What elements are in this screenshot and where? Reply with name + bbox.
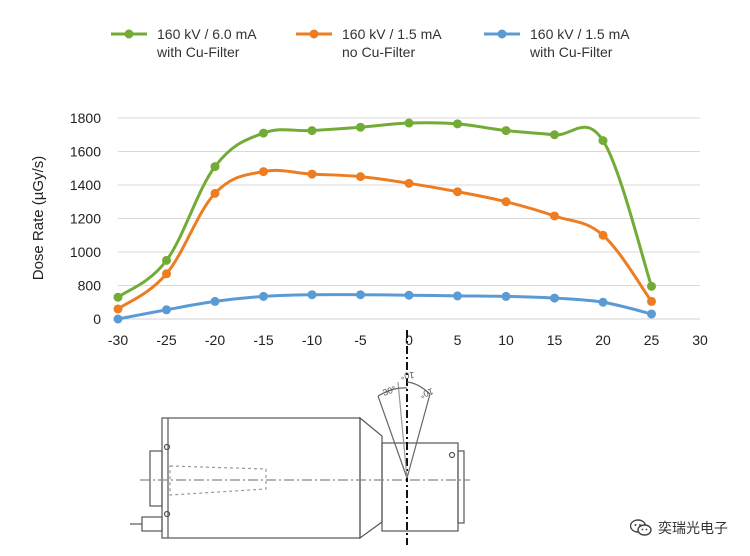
watermark-text: 奕瑞光电子 [658, 520, 728, 536]
legend: 160 kV / 6.0 mA with Cu-Filter 160 kV / 1.… [111, 26, 630, 60]
beam-edge-right [406, 393, 431, 479]
data-point [113, 314, 123, 324]
y-tick-label: 1000 [70, 244, 101, 260]
legend-label-line1: 160 kV / 1.5 mA [342, 26, 442, 42]
data-point [259, 167, 268, 177]
data-point [356, 122, 365, 132]
y-tick-label: 1400 [70, 177, 101, 193]
tube-diagram [130, 330, 470, 545]
angle-label-10: 10° [418, 386, 435, 400]
data-point [453, 291, 462, 301]
data-point [307, 290, 317, 300]
x-tick-label: -10 [302, 332, 322, 348]
y-tick-label: 1200 [70, 211, 101, 227]
x-tick-label: 0 [405, 332, 413, 348]
connector [141, 516, 163, 532]
wechat-icon [630, 519, 652, 536]
x-tick-label: 5 [454, 332, 462, 348]
series-line-2 [117, 293, 652, 321]
beam-edge-left [377, 395, 408, 479]
x-tick-label: -25 [156, 332, 176, 348]
tube-body [161, 417, 361, 539]
angle-label-30: 30° [381, 384, 398, 398]
data-point [453, 119, 462, 129]
x-tick-label: 25 [644, 332, 660, 348]
bolt-window [448, 451, 456, 459]
legend-swatch-marker [497, 29, 507, 39]
data-point [259, 128, 268, 138]
data-point [501, 197, 511, 207]
data-point [453, 187, 462, 197]
data-point [404, 290, 414, 300]
x-tick-label: 30 [692, 332, 708, 348]
data-point [162, 305, 171, 315]
data-point [550, 211, 559, 221]
series-line-1 [117, 168, 653, 311]
y-tick-label: 1600 [70, 144, 101, 160]
data-point [113, 292, 123, 302]
y-axis-ticks: 0 800 1000 1200 1400 1600 1800 [70, 110, 101, 327]
angle-label-10-top: 10° [400, 370, 415, 381]
legend-swatch-marker [124, 29, 134, 39]
data-point [307, 169, 317, 179]
data-point [598, 136, 608, 146]
data-point [307, 126, 317, 136]
data-point [210, 162, 220, 172]
data-point [356, 290, 365, 300]
legend-label-line1: 160 kV / 1.5 mA [530, 26, 630, 42]
data-point [647, 281, 656, 291]
data-point [550, 130, 559, 140]
bolt-top [163, 443, 171, 451]
data-point [404, 178, 414, 188]
bolt-bottom [163, 510, 171, 518]
series-lines [113, 118, 656, 324]
data-point [259, 291, 268, 301]
x-axis-ticks: -30 -25 -20 -15 -10 -5 0 5 10 15 20 25 30 [108, 332, 708, 348]
watermark: 奕瑞光电子 [630, 518, 728, 538]
data-point [210, 188, 220, 198]
data-point [404, 118, 414, 128]
data-point [647, 309, 656, 319]
data-point [162, 269, 171, 279]
legend-label-line2: no Cu-Filter [342, 44, 415, 60]
data-point [501, 291, 511, 301]
data-point [550, 293, 559, 303]
x-tick-label: 20 [595, 332, 611, 348]
angle-arc-30 [377, 387, 408, 397]
anode-cone [169, 465, 267, 496]
data-point [162, 255, 171, 265]
x-tick-label: 10 [498, 332, 514, 348]
legend-label-line2: with Cu-Filter [156, 44, 240, 60]
tube-window-cap [457, 450, 465, 524]
tube-window-housing [381, 442, 459, 532]
legend-swatch-marker [309, 29, 319, 39]
tube-taper [359, 416, 383, 540]
y-tick-label: 800 [78, 278, 102, 294]
y-axis-label: Dose Rate (µGy/s) [30, 156, 47, 281]
data-point [356, 172, 365, 182]
data-point [598, 297, 608, 307]
tube-rear-cap [149, 450, 163, 507]
x-tick-label: -15 [253, 332, 273, 348]
angle-arc-10 [406, 381, 431, 395]
data-point [210, 296, 220, 306]
legend-label-line2: with Cu-Filter [529, 44, 613, 60]
x-tick-label: 15 [547, 332, 563, 348]
x-tick-label: -5 [354, 332, 367, 348]
series-line-0 [117, 121, 653, 299]
grid [118, 117, 700, 320]
legend-label-line1: 160 kV / 6.0 mA [157, 26, 257, 42]
x-tick-label: -30 [108, 332, 128, 348]
data-point [598, 230, 608, 240]
data-point [113, 304, 123, 314]
beam-edge-inner [397, 381, 408, 479]
data-point [501, 126, 511, 136]
y-tick-label: 1800 [70, 110, 101, 126]
data-point [647, 296, 656, 306]
x-tick-label: -20 [205, 332, 225, 348]
y-tick-label: 0 [93, 311, 101, 327]
